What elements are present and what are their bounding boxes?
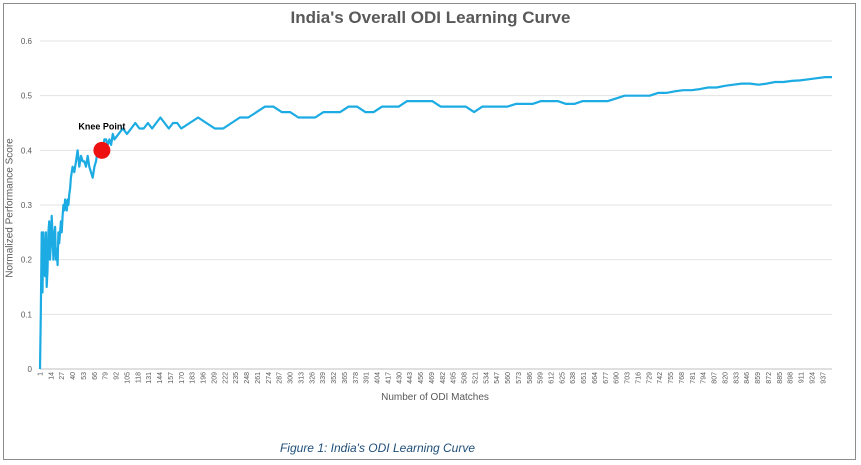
x-axis-label: Number of ODI Matches <box>381 392 489 403</box>
x-tick-label: 794 <box>701 372 708 384</box>
x-tick-label: 300 <box>288 372 295 384</box>
x-tick-label: 170 <box>179 372 186 384</box>
x-tick-label: 456 <box>418 372 425 384</box>
y-tick-label: 0.2 <box>21 256 33 265</box>
x-tick-label: 677 <box>603 372 610 384</box>
x-tick-label: 40 <box>70 372 77 380</box>
x-tick-label: 417 <box>385 372 392 384</box>
x-tick-label: 430 <box>396 372 403 384</box>
x-tick-label: 326 <box>309 372 316 384</box>
x-tick-label: 703 <box>625 372 632 384</box>
y-tick-label: 0.4 <box>21 146 33 155</box>
x-tick-label: 248 <box>244 372 251 384</box>
chart-frame <box>3 3 856 460</box>
x-tick-label: 924 <box>809 372 816 384</box>
x-tick-label: 859 <box>755 372 762 384</box>
x-tick-label: 131 <box>146 372 153 384</box>
x-tick-label: 742 <box>657 372 664 384</box>
x-tick-label: 183 <box>190 372 197 384</box>
x-tick-label: 612 <box>548 372 555 384</box>
x-tick-label: 352 <box>331 372 338 384</box>
x-tick-label: 66 <box>92 372 99 380</box>
x-tick-label: 846 <box>744 372 751 384</box>
x-axis-ticks: 1 14 27 40 53 66 79 92 105 118 131 144 157 170 183 196 2… <box>38 372 828 384</box>
x-tick-label: 261 <box>255 372 262 384</box>
x-tick-label: 495 <box>451 372 458 384</box>
x-tick-label: 547 <box>494 372 501 384</box>
x-tick-label: 14 <box>48 372 55 380</box>
knee-point-marker <box>93 141 111 159</box>
x-tick-label: 196 <box>201 372 208 384</box>
x-tick-label: 651 <box>581 372 588 384</box>
x-tick-label: 625 <box>559 372 566 384</box>
y-axis-ticks: 0 0.1 0.2 0.3 0.4 0.5 0.6 <box>21 37 33 374</box>
x-tick-label: 911 <box>799 372 806 383</box>
series-line <box>38 76 832 370</box>
x-tick-label: 404 <box>375 372 382 384</box>
x-tick-label: 482 <box>440 372 447 384</box>
gridlines <box>40 40 832 370</box>
x-tick-label: 521 <box>472 372 479 384</box>
x-tick-label: 157 <box>168 372 175 384</box>
x-tick-label: 443 <box>407 372 414 384</box>
x-tick-label: 287 <box>277 372 284 384</box>
y-tick-label: 0.5 <box>21 92 33 101</box>
annotations: Knee Point <box>78 121 125 159</box>
y-tick-label: 0.3 <box>21 201 33 210</box>
y-tick-label: 0 <box>28 365 33 374</box>
x-tick-label: 313 <box>298 372 305 384</box>
x-tick-label: 781 <box>690 372 697 384</box>
x-tick-label: 79 <box>103 372 110 380</box>
x-tick-label: 638 <box>570 372 577 384</box>
x-tick-label: 807 <box>712 372 719 384</box>
x-tick-label: 716 <box>635 372 642 384</box>
x-tick-label: 560 <box>505 372 512 384</box>
figure-caption: Figure 1: India's ODI Learning Curve <box>279 441 476 455</box>
x-tick-label: 586 <box>527 372 534 384</box>
x-tick-label: 833 <box>733 372 740 384</box>
x-tick-label: 729 <box>646 372 653 384</box>
y-tick-label: 0.1 <box>21 310 33 319</box>
chart-title: India's Overall ODI Learning Curve <box>290 8 571 27</box>
y-tick-label: 0.6 <box>21 37 33 46</box>
x-tick-label: 222 <box>222 372 229 384</box>
x-tick-label: 235 <box>233 372 240 384</box>
x-tick-label: 768 <box>679 372 686 384</box>
x-tick-label: 872 <box>766 372 773 384</box>
x-tick-label: 118 <box>135 372 142 383</box>
x-tick-label: 599 <box>538 372 545 384</box>
x-tick-label: 937 <box>820 372 827 384</box>
x-tick-label: 339 <box>320 372 327 384</box>
x-tick-label: 885 <box>777 372 784 384</box>
x-tick-label: 534 <box>483 372 490 384</box>
x-tick-label: 144 <box>157 372 164 384</box>
x-tick-label: 391 <box>364 372 371 384</box>
knee-point-label: Knee Point <box>78 121 125 131</box>
x-tick-label: 27 <box>59 372 66 380</box>
x-tick-label: 1 <box>38 372 45 376</box>
x-tick-label: 378 <box>353 372 360 384</box>
x-tick-label: 209 <box>211 372 218 384</box>
x-tick-label: 755 <box>668 372 675 384</box>
x-tick-label: 469 <box>429 372 436 384</box>
x-tick-label: 820 <box>722 372 729 384</box>
x-tick-label: 898 <box>788 372 795 384</box>
x-tick-label: 365 <box>342 372 349 384</box>
x-tick-label: 274 <box>266 372 273 384</box>
x-tick-label: 53 <box>81 372 88 380</box>
x-tick-label: 105 <box>124 372 131 384</box>
x-tick-label: 508 <box>462 372 469 384</box>
x-tick-label: 92 <box>114 372 121 380</box>
x-tick-label: 664 <box>592 372 599 384</box>
x-tick-label: 573 <box>516 372 523 384</box>
x-tick-label: 690 <box>614 372 621 384</box>
